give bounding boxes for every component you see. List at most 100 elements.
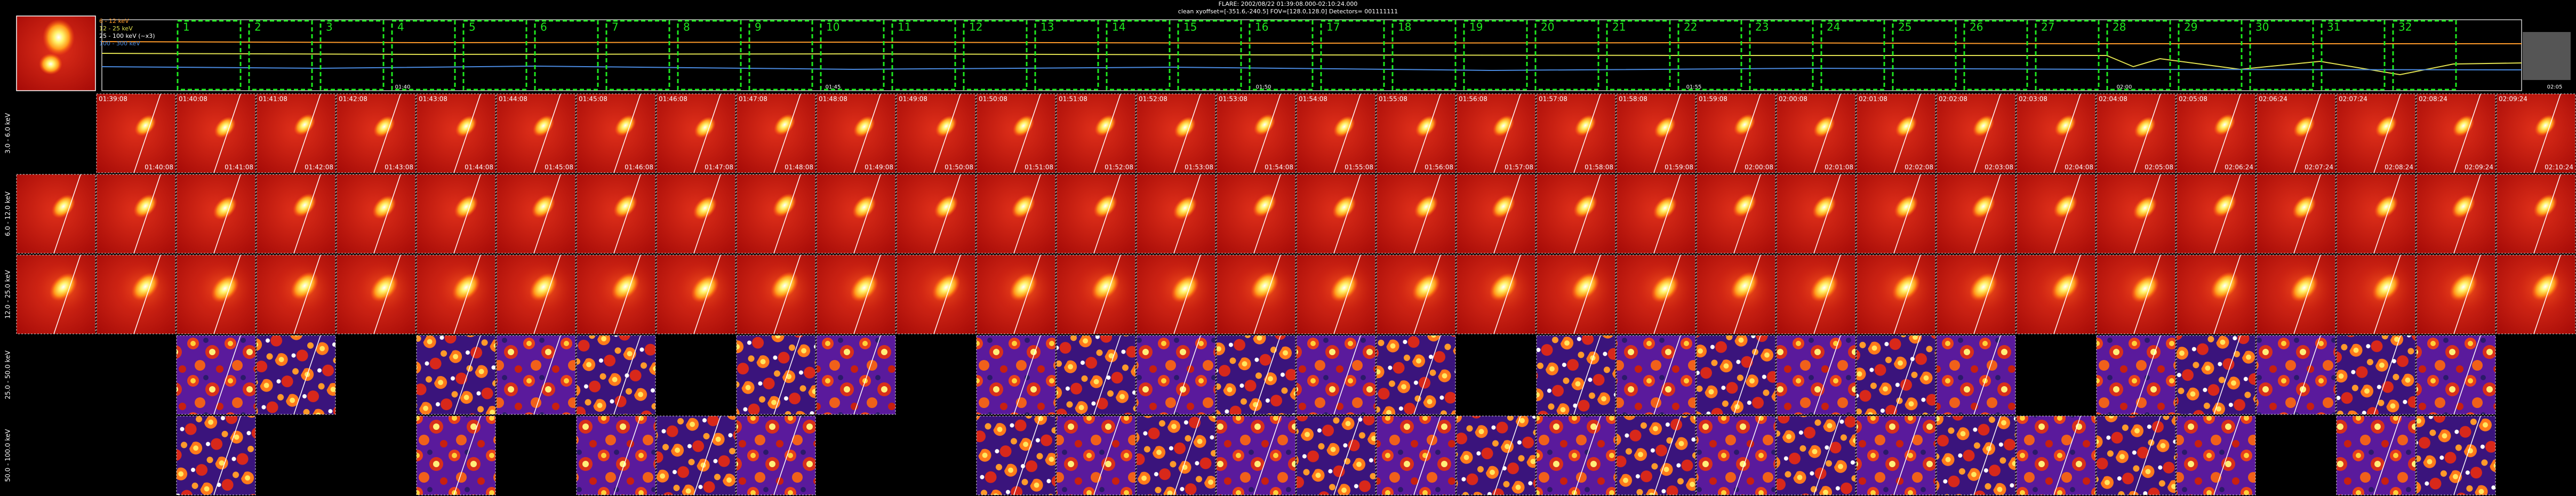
panel-bg [1217, 335, 1295, 414]
image-panel [16, 254, 97, 334]
lc-time-label: 01:55 [1686, 84, 1702, 90]
limb-line [1573, 254, 1601, 334]
limb-line [1093, 415, 1121, 495]
panel-bg [1057, 335, 1135, 414]
panel-frame [1056, 254, 1136, 334]
interval-number: 25 [1898, 21, 1911, 34]
panel-source [2213, 114, 2236, 136]
panel-frame [656, 174, 736, 254]
limb-line [2373, 254, 2401, 334]
interval-box [2392, 20, 2457, 91]
limb-line [1253, 415, 1281, 495]
panel-frame [1376, 254, 1456, 334]
image-panel [1376, 335, 1456, 415]
image-panel [816, 174, 896, 254]
limb-line [533, 93, 561, 173]
limb-line [1653, 415, 1681, 495]
image-panel [896, 254, 977, 334]
panel-bg [977, 416, 1055, 495]
limb-line [1653, 254, 1681, 334]
end-time: 01:56:08 [1425, 164, 1453, 171]
image-panel: 02:00:08 02:01:08 [1776, 93, 1856, 173]
limb-line [1413, 174, 1441, 254]
image-panel [176, 254, 257, 334]
image-panel [1216, 174, 1296, 254]
end-time: 02:05:08 [2145, 164, 2173, 171]
panel-frame [2496, 174, 2576, 254]
thumb-source [39, 53, 62, 75]
panel-source [1730, 271, 1759, 300]
panel-frame [1296, 93, 1376, 173]
panel-frame [176, 93, 256, 173]
limb-line [853, 93, 881, 173]
limb-line [1253, 335, 1281, 415]
panel-frame [736, 415, 816, 495]
panel-source [1012, 115, 1035, 137]
image-panel: 01:50:08 01:51:08 [976, 93, 1056, 173]
image-panel [1936, 254, 2017, 334]
end-time: 01:41:08 [225, 164, 253, 171]
panel-source [214, 116, 236, 139]
panel-bg [177, 335, 255, 414]
panel-frame [576, 254, 656, 334]
panel-frame [2256, 254, 2336, 334]
image-panel [1136, 415, 1216, 495]
image-panel [976, 335, 1056, 415]
lc-scale [2523, 32, 2571, 80]
panel-source [292, 193, 317, 218]
start-time: 02:05:08 [2179, 95, 2207, 103]
limb-line [1493, 174, 1521, 254]
panel-source [2293, 116, 2315, 138]
limb-line [373, 93, 401, 173]
image-panel [2096, 254, 2177, 334]
panel-source [1332, 195, 1356, 219]
panel-source [293, 114, 316, 136]
image-panel [96, 254, 177, 334]
limb-line [613, 254, 641, 334]
lc-time-label: 01:50 [1256, 84, 1271, 90]
interval-number: 5 [469, 21, 476, 34]
panel-bg [1777, 416, 1855, 495]
interval-box [177, 20, 242, 91]
panel-source [1969, 273, 1998, 301]
end-time: 01:43:08 [385, 164, 413, 171]
limb-line [2453, 335, 2481, 415]
start-time: 01:54:08 [1299, 95, 1327, 103]
panel-source [1651, 274, 1679, 303]
image-panel: 01:49:08 01:50:08 [896, 93, 976, 173]
image-panel [736, 174, 816, 254]
image-panel: 01:43:08 01:44:08 [416, 93, 496, 173]
panel-source [1972, 115, 1995, 137]
panel-frame [2416, 335, 2496, 415]
panel-frame [2416, 93, 2496, 173]
panel-frame [1136, 93, 1216, 173]
panel-frame [1936, 254, 2016, 334]
image-panel [1216, 254, 1297, 334]
limb-line [133, 174, 161, 254]
limb-line [773, 174, 801, 254]
end-time: 02:04:08 [2065, 164, 2093, 171]
panel-source [1574, 114, 1596, 137]
end-time: 01:57:08 [1505, 164, 1533, 171]
start-time: 01:59:08 [1699, 95, 1727, 103]
panel-frame [2416, 254, 2496, 334]
image-panel: 01:41:08 01:42:08 [256, 93, 336, 173]
panel-frame [1776, 254, 1856, 334]
limb-line [613, 415, 641, 495]
limb-line [2373, 415, 2401, 495]
panel-frame [1696, 254, 1776, 334]
limb-line [2213, 254, 2241, 334]
limb-line [1973, 93, 2001, 173]
panel-frame [1536, 415, 1616, 495]
interval-box [1606, 20, 1671, 91]
interval-box [1320, 20, 1385, 91]
limb-line [933, 254, 961, 334]
image-panel: 02:02:08 02:03:08 [1936, 93, 2016, 173]
interval-number: 6 [540, 21, 547, 34]
image-panel [736, 415, 816, 495]
panel-source [852, 195, 876, 219]
panel-frame [736, 93, 816, 173]
interval-box [391, 20, 456, 91]
start-time: 01:58:08 [1619, 95, 1647, 103]
limb-line [1413, 254, 1441, 334]
